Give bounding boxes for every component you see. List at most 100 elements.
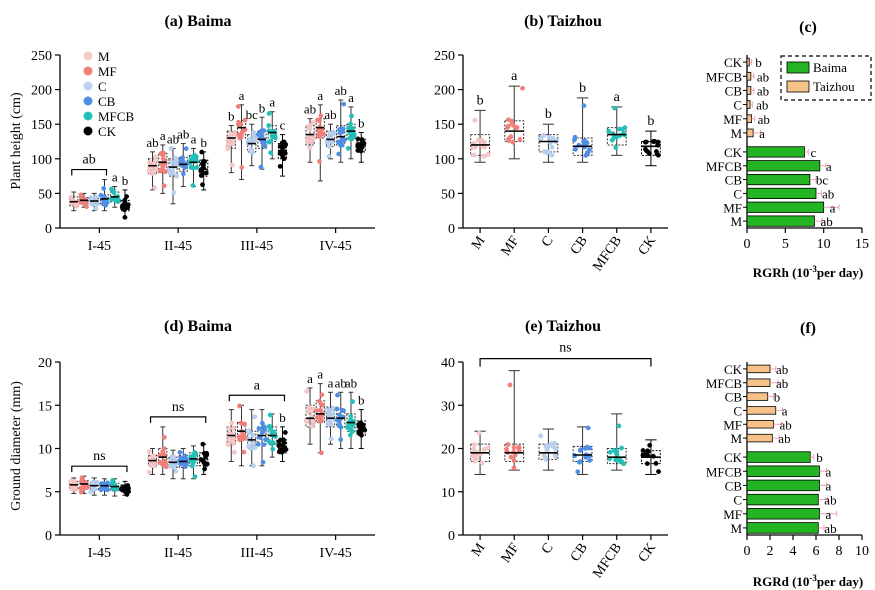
- panel-e-point: [538, 433, 544, 439]
- panel-c-x-tick-label: 15: [855, 237, 869, 252]
- panel-d-point: [308, 408, 314, 414]
- panel-b-point: [548, 136, 554, 142]
- panel-d-point: [318, 407, 323, 413]
- panel-e-point: [505, 442, 511, 447]
- panel-d-point: [161, 434, 167, 440]
- panel-f-xlabel: RGRd (10-3per day): [753, 573, 864, 589]
- panel-f-x-tick-label: 6: [813, 544, 820, 559]
- panel-a-sig-letter: a: [160, 128, 166, 143]
- panel-a-point: [161, 150, 166, 156]
- panel-a-sig-letter: ab: [167, 131, 179, 146]
- panel-b-point: [505, 123, 511, 129]
- panel-b-point: [541, 132, 547, 138]
- panel-a-point: [239, 165, 245, 170]
- panel-c-y-tick-label: CK: [724, 55, 743, 70]
- legend-label-cb: CB: [98, 94, 116, 109]
- panel-d-point: [229, 420, 235, 426]
- panel-d-point: [319, 392, 325, 398]
- panel-a-point: [266, 111, 272, 116]
- panel-a-sig-letter: ab: [324, 107, 336, 122]
- panel-a-sig-letter: ab: [304, 102, 316, 117]
- panel-d-bracket: [228, 394, 286, 402]
- panel-d-point: [282, 430, 288, 435]
- panel-d-point: [276, 449, 282, 455]
- panel-a-point: [258, 164, 264, 170]
- panel-e-y-tick-label: 10: [441, 486, 455, 501]
- panel-d-point: [359, 432, 364, 438]
- panel-b-point: [472, 117, 478, 123]
- panel-f-sig-letter: ab: [779, 417, 791, 432]
- panel-b-point: [510, 139, 516, 145]
- panel-f-bar: [746, 406, 777, 415]
- panel-c-y-tick-label: M: [730, 214, 742, 229]
- panel-d-point: [280, 448, 286, 454]
- panel-f-y-tick-label: MFCB: [706, 464, 742, 479]
- panel-f-sig-letter: b: [816, 450, 823, 465]
- panel-b-point: [506, 138, 512, 144]
- panel-b-y-tick-label: 200: [434, 84, 455, 99]
- panel-d-point: [319, 418, 324, 424]
- panel-b-point: [517, 136, 523, 142]
- panel-a-point: [269, 134, 275, 139]
- panel-d-point: [347, 432, 353, 438]
- panel-c-bar: [746, 128, 754, 138]
- panel-d-point: [315, 415, 320, 420]
- panel-a-sig-letter: bc: [246, 107, 259, 122]
- panel-f-y-tick-label: C: [733, 403, 742, 418]
- panel-e-point: [576, 459, 582, 465]
- panel-d-point: [202, 466, 207, 472]
- panel-f-bar: [746, 378, 771, 387]
- panel-d-point: [241, 449, 247, 455]
- panel-a-point: [167, 170, 173, 176]
- panel-a-point: [151, 168, 157, 174]
- panel-b-point: [549, 144, 555, 150]
- panel-c-sig-letter: ab: [756, 98, 768, 113]
- panel-a-point: [93, 206, 99, 211]
- panel-d-y-tick-label: 15: [38, 399, 52, 414]
- panel-e-point: [617, 458, 622, 464]
- panel-b-sig-letter: b: [647, 114, 654, 129]
- panel-c-xlabel: RGRh (10-3per day): [753, 264, 864, 280]
- panel-d-point: [200, 441, 206, 447]
- panel-a-point: [125, 205, 131, 211]
- panel-b-x-tick-label: M: [469, 233, 489, 252]
- panel-c-y-tick-label: MF: [723, 200, 742, 215]
- panel-d-point: [259, 420, 265, 426]
- panel-e-point: [656, 469, 661, 474]
- legend-marker-cb: [83, 96, 93, 106]
- panel-d-point: [328, 436, 334, 442]
- panel-e-point: [543, 456, 549, 461]
- panel-a-y-tick-label: 0: [45, 222, 52, 237]
- panel-d-point: [231, 449, 237, 455]
- panel-c-bar: [746, 160, 821, 172]
- panel-b-x-tick-label: CK: [636, 234, 659, 259]
- panel-a-point: [101, 186, 107, 191]
- panel-a-point: [349, 113, 354, 119]
- panel-b-point: [572, 137, 577, 143]
- panel-d-point: [192, 474, 198, 480]
- panel-e-point: [578, 447, 583, 453]
- panel-a-title: (a) Baima: [164, 13, 231, 30]
- panel-d-point: [304, 418, 309, 424]
- panel-d-point: [269, 441, 274, 447]
- panel-d-y-tick-label: 20: [38, 356, 52, 371]
- panel-a-point: [351, 133, 357, 139]
- panel-d-point: [330, 405, 336, 411]
- legend-marker-mf: [83, 66, 93, 76]
- panel-a-ylabel: Plant height (cm): [9, 92, 24, 190]
- panel-d-point: [171, 454, 177, 460]
- panel-f-y-tick-label: M: [730, 521, 742, 536]
- panel-d-point: [230, 425, 236, 431]
- panel-d-point: [90, 480, 96, 486]
- panel-f-bar: [746, 420, 774, 429]
- panel-e-y-tick-label: 0: [448, 529, 455, 544]
- panel-c-bar: [746, 71, 752, 81]
- panel-b-point: [613, 145, 619, 150]
- panel-a-point: [336, 151, 342, 157]
- panel-a-point: [341, 101, 347, 107]
- panel-b-point: [612, 105, 618, 111]
- panel-a-point: [172, 155, 178, 161]
- panel-d-point: [178, 455, 184, 461]
- panel-f-bar: [746, 433, 773, 443]
